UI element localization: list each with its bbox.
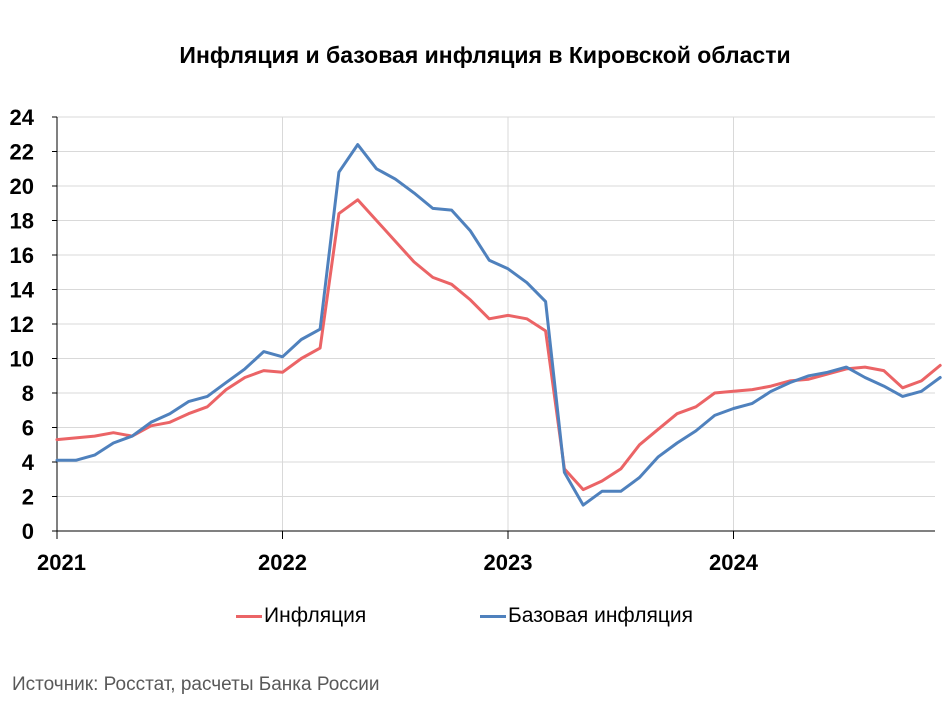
legend-item-inflation: Инфляция (236, 604, 366, 628)
legend: Инфляция Базовая инфляция (0, 604, 950, 634)
y-tick-label: 6 (22, 416, 34, 441)
y-tick-label: 14 (10, 278, 35, 303)
x-tick-label: 2023 (484, 550, 533, 575)
axes (52, 116, 935, 539)
y-tick-label: 8 (22, 381, 34, 406)
x-tick-label: 2024 (709, 550, 759, 575)
y-tick-label: 16 (10, 243, 34, 268)
legend-swatch-inflation (236, 614, 262, 618)
y-tick-label: 12 (10, 312, 34, 337)
series-line-inflation (55, 198, 942, 492)
y-tick-label: 22 (10, 140, 34, 165)
y-tick-label: 4 (22, 450, 35, 475)
grid-lines (57, 116, 935, 531)
legend-swatch-core (480, 614, 506, 618)
legend-item-core: Базовая инфляция (480, 604, 693, 628)
source-note: Источник: Росстат, расчеты Банка России (12, 674, 380, 695)
x-tick-label: 2022 (258, 550, 307, 575)
chart-title: Инфляция и базовая инфляция в Кировской … (179, 42, 791, 68)
x-tick-label: 2021 (37, 550, 86, 575)
y-tick-label: 10 (10, 347, 34, 372)
legend-label-core: Базовая инфляция (508, 604, 694, 627)
series-lines (55, 143, 942, 507)
legend-label-inflation: Инфляция (264, 604, 367, 627)
series-line-core (55, 143, 942, 507)
y-tick-label: 24 (10, 105, 35, 130)
y-tick-label: 0 (22, 519, 34, 544)
y-tick-label: 2 (22, 485, 34, 510)
y-tick-label: 18 (10, 209, 34, 234)
y-tick-label: 20 (10, 174, 34, 199)
